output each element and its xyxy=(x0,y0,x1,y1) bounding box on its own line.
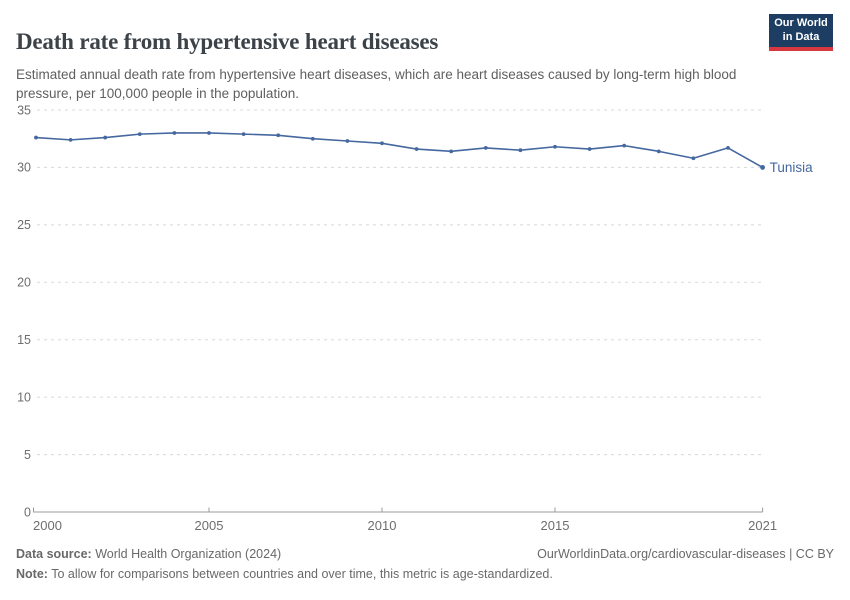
x-tick-label: 2005 xyxy=(195,518,224,533)
data-point xyxy=(622,143,627,148)
chart-subtitle: Estimated annual death rate from hyperte… xyxy=(16,66,737,101)
y-tick-label: 10 xyxy=(17,390,31,404)
y-tick-label: 25 xyxy=(17,218,31,232)
data-point xyxy=(449,149,454,154)
data-point xyxy=(587,147,592,151)
y-tick-label: 20 xyxy=(17,276,31,290)
data-point xyxy=(656,149,661,154)
y-tick-label: 30 xyxy=(17,161,31,175)
owid-logo-accent-bar xyxy=(769,47,833,51)
data-source-value: World Health Organization (2024) xyxy=(95,547,282,561)
data-point xyxy=(380,141,384,146)
data-point xyxy=(276,133,281,138)
data-point xyxy=(241,132,246,137)
x-tick-label: 2021 xyxy=(748,518,777,533)
page-title: Death rate from hypertensive heart disea… xyxy=(16,29,439,55)
data-point xyxy=(691,156,696,161)
y-tick-label: 0 xyxy=(24,505,31,519)
data-point xyxy=(68,137,73,142)
note-line: Note: To allow for comparisons between c… xyxy=(16,567,834,581)
data-point xyxy=(760,165,765,170)
series-line xyxy=(35,132,764,169)
chart-footer: Data source: World Health Organization (… xyxy=(16,547,834,581)
note-value: To allow for comparisons between countri… xyxy=(51,567,553,581)
y-tick-label: 5 xyxy=(24,448,31,462)
data-point xyxy=(726,146,730,150)
data-point xyxy=(172,131,177,135)
data-point xyxy=(345,139,350,143)
owid-logo[interactable]: Our World in Data xyxy=(769,14,833,47)
data-point xyxy=(518,148,523,153)
series-end-label: Tunisia xyxy=(770,160,814,175)
data-point xyxy=(34,135,38,140)
y-tick-label: 15 xyxy=(17,333,31,347)
note-label: Note: xyxy=(16,567,48,581)
data-source-label: Data source: xyxy=(16,547,92,561)
data-point xyxy=(310,136,315,141)
data-point xyxy=(553,144,557,149)
x-tick-label: 2000 xyxy=(33,518,62,533)
data-source-line: Data source: World Health Organization (… xyxy=(16,547,281,561)
data-point xyxy=(414,147,419,151)
line-chart-canvas: 0 5 10 15 20 25 30 35 2000 2005 2010 2015 2021 Tunisi… xyxy=(17,103,814,533)
owid-logo-line1: Our World xyxy=(774,17,828,30)
data-point xyxy=(207,131,211,135)
data-point xyxy=(103,135,108,140)
data-point xyxy=(137,132,142,137)
x-tick-label: 2015 xyxy=(541,518,570,533)
owid-logo-line2: in Data xyxy=(782,30,820,43)
x-tick-label: 2010 xyxy=(368,518,397,533)
data-point xyxy=(483,146,488,150)
y-tick-label: 35 xyxy=(17,103,31,117)
attribution-link[interactable]: OurWorldinData.org/cardiovascular-diseas… xyxy=(537,547,834,561)
